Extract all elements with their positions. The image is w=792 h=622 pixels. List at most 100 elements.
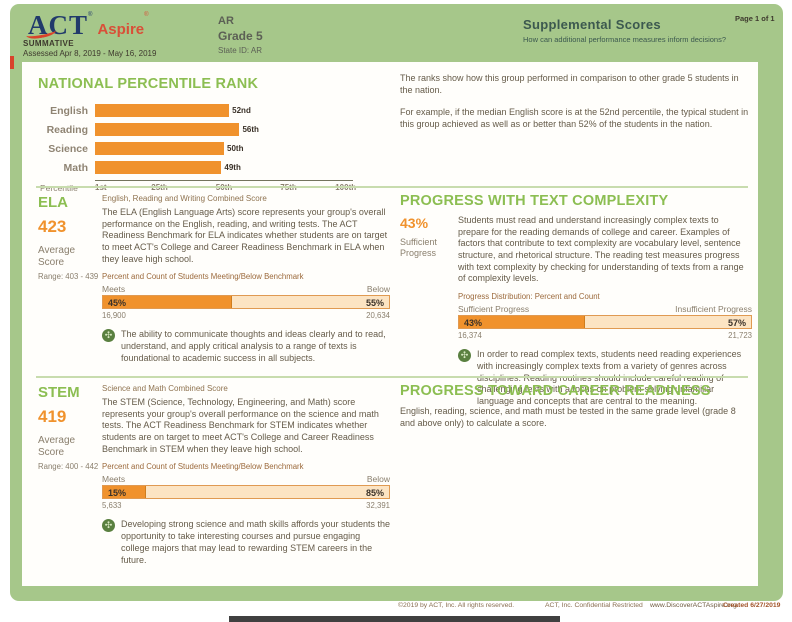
chart-x-axis — [95, 180, 353, 181]
stem-note: ✣ Developing strong science and math ski… — [102, 519, 390, 566]
report-title: Supplemental Scores — [523, 17, 661, 32]
text-complexity-bar: 43% 57% — [458, 315, 752, 330]
national-percentile-rank-section: NATIONAL PERCENTILE RANK English 52nd Re… — [38, 76, 390, 195]
ela-benchmark-bar-fill — [103, 296, 232, 309]
chart-category-label: Reading — [46, 123, 88, 136]
percentile-bar-chart: English 52nd Reading 56th Science 50th M… — [38, 104, 390, 195]
text-complexity-bar-fill — [459, 316, 585, 329]
insufficient-progress-label: Insufficient Progress — [675, 304, 752, 315]
stem-score-range: Range: 400 - 442 — [38, 462, 99, 471]
ela-benchmark-title: Percent and Count of Students Meeting/Be… — [102, 272, 304, 282]
grade-label: Grade 5 — [218, 29, 263, 43]
chart-row-reading: Reading 56th — [38, 123, 390, 136]
stem-title: STEM — [38, 384, 80, 401]
copyright-text: ©2019 by ACT, Inc. All rights reserved. — [398, 602, 515, 609]
logo-aspire-text: Aspire — [97, 21, 145, 38]
chart-row-english: English 52nd — [38, 104, 390, 117]
stem-description: The STEM (Science, Technology, Engineeri… — [102, 397, 379, 454]
text-complexity-distribution-title: Progress Distribution: Percent and Count — [458, 292, 600, 302]
ela-score-range: Range: 403 - 439 — [38, 272, 99, 281]
chart-category-label: Science — [48, 142, 88, 155]
stem-benchmark-title: Percent and Count of Students Meeting/Be… — [102, 462, 304, 472]
chart-category-label: Math — [63, 161, 89, 174]
benefit-icon: ✣ — [458, 349, 471, 363]
state-id: State ID: AR — [218, 46, 263, 55]
registered-mark: ® — [144, 12, 149, 18]
chart-axis-label: Percentile — [40, 183, 78, 193]
insufficient-progress-count: 21,723 — [728, 331, 752, 341]
ela-section: ELA 423 Average Score Range: 403 - 439 E… — [38, 194, 390, 365]
report-title-block: Supplemental Scores How can additional p… — [523, 17, 726, 44]
section-divider — [36, 376, 748, 378]
act-aspire-logo: ACT®Aspire® — [25, 10, 149, 41]
ela-meets-percent: 45% — [108, 298, 127, 309]
report-question: How can additional performance measures … — [523, 35, 727, 44]
chart-value-label: 52nd — [232, 106, 251, 115]
npr-title: NATIONAL PERCENTILE RANK — [38, 76, 259, 92]
stem-benchmark-bar: 15% 85% — [102, 485, 390, 500]
stem-below-percent: 85% — [365, 488, 384, 499]
insufficient-progress-percent: 57% — [727, 318, 746, 329]
stem-below-count: 32,391 — [366, 501, 390, 511]
created-date: Created 6/27/2019 — [723, 602, 781, 609]
confidential-text: ACT, Inc. Confidential Restricted — [545, 602, 643, 609]
stem-subheading: Science and Math Combined Score — [102, 384, 228, 393]
benefit-icon: ✣ — [102, 519, 115, 533]
sufficient-progress-percent: 43% — [464, 318, 483, 329]
text-complexity-percent-caption: Sufficient Progress — [400, 237, 437, 259]
stem-note-text: Developing strong science and math skill… — [121, 519, 390, 565]
section-divider — [36, 186, 748, 188]
intro-paragraph-2: For example, if the median English score… — [400, 107, 749, 130]
ela-score-caption: Average Score — [38, 245, 76, 268]
intro-text-block: The ranks show how this group performed … — [400, 72, 752, 141]
red-tab-mark — [10, 56, 14, 69]
ela-benchmark-bar: 45% 55% — [102, 295, 390, 310]
stem-meets-count: 5,633 — [102, 501, 122, 511]
chart-value-label: 50th — [227, 144, 244, 153]
registered-mark: ® — [88, 12, 93, 18]
ela-title: ELA — [38, 194, 68, 211]
ela-description: The ELA (English Language Arts) score re… — [102, 207, 388, 264]
assessed-dates: Assessed Apr 8, 2019 - May 16, 2019 — [23, 49, 157, 58]
stem-score-caption: Average Score — [38, 435, 76, 458]
ela-note: ✣ The ability to communicate thoughts an… — [102, 329, 390, 364]
ela-meets-count: 16,900 — [102, 311, 126, 321]
org-name: AR — [218, 15, 234, 27]
ela-below-count: 20,634 — [366, 311, 390, 321]
chart-bar — [95, 123, 240, 136]
summative-label: SUMMATIVE — [23, 39, 75, 48]
text-complexity-description: Students must read and understand increa… — [458, 215, 744, 284]
chart-value-label: 56th — [242, 125, 259, 134]
stem-average-score: 419 — [38, 407, 67, 426]
logo-act-text: ACT — [28, 10, 89, 40]
benefit-icon: ✣ — [102, 329, 115, 343]
stem-below-label: Below — [366, 474, 390, 485]
ela-meets-label: Meets — [102, 284, 126, 295]
chart-bar — [95, 104, 230, 117]
content-area: NATIONAL PERCENTILE RANK English 52nd Re… — [22, 62, 758, 586]
page-number: Page 1 of 1 — [735, 14, 775, 23]
chart-category-label: English — [50, 104, 88, 117]
text-complexity-title: PROGRESS WITH TEXT COMPLEXITY — [400, 193, 669, 209]
website-link[interactable]: www.DiscoverACTAspire.org — [650, 602, 737, 609]
career-readiness-section: PROGRESS TOWARD CAREER READINESS English… — [400, 383, 752, 429]
chart-row-math: Math 49th — [38, 161, 390, 174]
career-readiness-description: English, reading, science, and math must… — [400, 406, 736, 429]
stem-section: STEM 419 Average Score Range: 400 - 442 … — [38, 384, 390, 566]
chart-value-label: 49th — [224, 163, 241, 172]
career-readiness-title: PROGRESS TOWARD CAREER READINESS — [400, 383, 711, 399]
chart-row-science: Science 50th — [38, 142, 390, 155]
chart-bar — [95, 142, 224, 155]
ela-average-score: 423 — [38, 217, 67, 236]
stem-meets-percent: 15% — [108, 488, 127, 499]
ela-subheading: English, Reading and Writing Combined Sc… — [102, 194, 267, 203]
stem-meets-label: Meets — [102, 474, 126, 485]
sufficient-progress-count: 16,374 — [458, 331, 482, 341]
ela-below-percent: 55% — [365, 298, 384, 309]
text-complexity-percent: 43% — [400, 215, 429, 231]
ela-note-text: The ability to communicate thoughts and … — [121, 329, 386, 363]
ela-below-label: Below — [366, 284, 390, 295]
stem-benchmark-bar-fill — [103, 486, 146, 499]
chart-bar — [95, 161, 222, 174]
